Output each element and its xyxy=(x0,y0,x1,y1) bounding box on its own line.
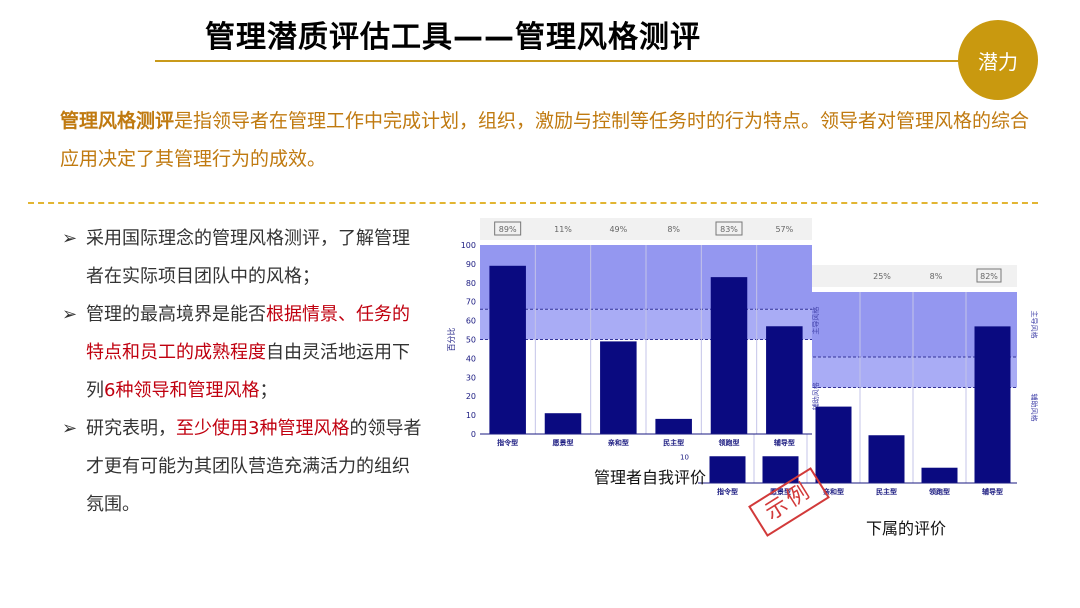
intro-text: 是指领导者在管理工作中完成计划，组织，激励与控制等任务时的行为特点。领导者对管理… xyxy=(60,110,1030,170)
band-label-right: 主导风格 xyxy=(1030,310,1039,338)
bullet-text: 的领导者才更有可能为其团队营造充满活力的组织氛围。 xyxy=(86,418,422,515)
section-divider xyxy=(28,202,1038,204)
title-underline xyxy=(155,60,985,62)
label-box xyxy=(715,221,743,236)
bullet-text: 管理的最高境界是能否 xyxy=(86,304,266,325)
bar xyxy=(921,467,958,483)
subordinate-chart: %25%8%82%主导风格辅助风格主导风格辅助风格指令型愿景型亲和型民主型领跑型… xyxy=(680,265,1039,496)
bullet-arrow-icon: ➢ xyxy=(62,418,78,439)
data-label: 89% xyxy=(499,225,517,234)
bar xyxy=(710,277,748,434)
bullet-text: ； xyxy=(259,380,278,401)
x-tick-label: 辅导型 xyxy=(774,438,795,447)
bar xyxy=(974,326,1011,483)
self-chart: 0 10 20 30 40 50 60 70 80 90 100 百分比 89% 指令型 11% 愿景型 49%… xyxy=(446,218,812,447)
x-tick-label: 愿景型 xyxy=(553,438,574,447)
data-label: 8% xyxy=(667,225,680,234)
bar xyxy=(815,406,852,483)
bar xyxy=(766,326,803,434)
data-label: 11% xyxy=(554,225,572,234)
data-label: 25% xyxy=(873,272,891,281)
bar xyxy=(600,341,637,434)
data-label: 57% xyxy=(775,225,793,234)
y-tick-label: 90 xyxy=(466,260,476,269)
data-label: 49% xyxy=(609,225,627,234)
intro-paragraph: 管理风格测评是指领导者在管理工作中完成计划，组织，激励与控制等任务时的行为特点。… xyxy=(60,102,1035,178)
y-tick-label: 40 xyxy=(466,354,476,363)
y-tick-label: 10 xyxy=(680,453,689,461)
band-label-left: 主导风格 xyxy=(811,307,820,335)
x-tick-label: 亲和型 xyxy=(608,438,629,447)
page-title: 管理潜质评估工具——管理风格测评 xyxy=(205,20,701,55)
y-tick-label: 0 xyxy=(471,430,476,439)
bullet-highlight: 根据情景、任务的特点和员工的成熟程度 xyxy=(86,304,410,363)
bar xyxy=(709,456,746,483)
data-label: 8% xyxy=(930,272,943,281)
bar xyxy=(868,435,905,483)
y-tick-label: 20 xyxy=(466,392,476,401)
y-tick-label: 80 xyxy=(466,279,476,288)
potential-badge: 潜力 xyxy=(958,20,1038,100)
data-label: 83% xyxy=(720,225,738,234)
bullet-item: ➢ 研究表明，至少使用3种管理风格的领导者才更有可能为其团队营造充满活力的组织氛围… xyxy=(62,410,422,524)
y-tick-label: 100 xyxy=(461,241,476,250)
x-tick-label: 亲和型 xyxy=(823,487,844,496)
bullet-list: ➢ 采用国际理念的管理风格测评，了解管理者在实际项目团队中的风格； ➢ 管理的最高境界… xyxy=(62,220,422,524)
subordinate-chart-caption: 下属的评价 xyxy=(866,519,947,538)
self-chart-caption: 管理者自我评价 xyxy=(594,468,707,487)
x-tick-label: 指令型 xyxy=(497,438,518,447)
bar xyxy=(762,456,799,483)
x-tick-label: 愿景型 xyxy=(770,487,791,496)
y-tick-label: 30 xyxy=(466,373,476,382)
bullet-highlight: 至少使用3种管理风格 xyxy=(176,418,350,439)
y-axis-label: 百分比 xyxy=(446,328,456,352)
band-label-right: 辅助风格 xyxy=(1030,394,1039,422)
intro-emphasis: 管理风格测评 xyxy=(60,110,175,132)
bullet-arrow-icon: ➢ xyxy=(62,304,78,325)
x-tick-label: 民主型 xyxy=(663,438,684,447)
bullet-item: ➢ 管理的最高境界是能否根据情景、任务的特点和员工的成熟程度自由灵活地运用下列6种… xyxy=(62,296,422,410)
label-box xyxy=(494,221,522,236)
data-label: 82% xyxy=(980,272,998,281)
y-tick-label: 70 xyxy=(466,298,476,307)
bullet-text: 研究表明， xyxy=(86,418,176,439)
band-label-left: 辅助风格 xyxy=(811,382,820,410)
bullet-item: ➢ 采用国际理念的管理风格测评，了解管理者在实际项目团队中的风格； xyxy=(62,220,422,296)
x-tick-label: 领跑型 xyxy=(719,438,740,447)
bullet-text: 采用国际理念的管理风格测评，了解管理者在实际项目团队中的风格； xyxy=(86,228,410,287)
bullet-arrow-icon: ➢ xyxy=(62,228,78,249)
x-tick-label: 辅导型 xyxy=(982,487,1003,496)
x-tick-label: 领跑型 xyxy=(929,487,950,496)
bar xyxy=(655,418,692,434)
label-box xyxy=(976,268,1002,283)
bar xyxy=(544,413,582,434)
bullet-highlight: 6种领导和管理风格 xyxy=(104,380,260,401)
y-tick-label: 10 xyxy=(466,411,476,420)
x-tick-label: 民主型 xyxy=(876,487,897,496)
x-tick-label: 指令型 xyxy=(717,487,738,496)
y-tick-label: 60 xyxy=(466,317,476,326)
y-tick-label: 50 xyxy=(466,336,476,345)
bullet-text: 自由灵活地运用下列 xyxy=(86,342,410,401)
label-strip xyxy=(480,218,812,240)
bar xyxy=(489,265,526,434)
